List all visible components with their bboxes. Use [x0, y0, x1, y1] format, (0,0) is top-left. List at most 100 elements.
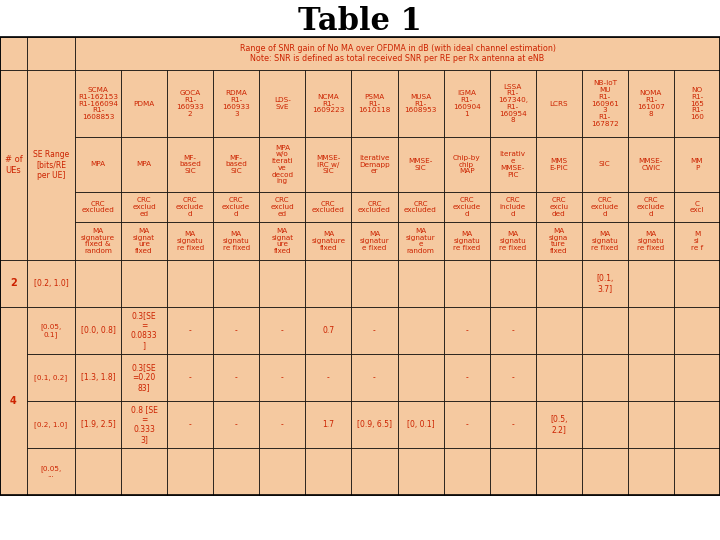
Text: MM
P: MM P — [690, 158, 703, 171]
Bar — [305, 401, 351, 448]
Bar — [490, 137, 536, 192]
Text: [0.2, 1.0]: [0.2, 1.0] — [35, 421, 68, 428]
Bar — [27, 37, 75, 70]
Bar — [259, 70, 305, 137]
Bar — [582, 137, 628, 192]
Text: -: - — [327, 373, 330, 382]
Bar — [213, 354, 259, 401]
Bar — [259, 401, 305, 448]
Text: [0.05,
0.1]: [0.05, 0.1] — [40, 323, 62, 338]
Bar — [75, 260, 121, 307]
Text: CRC
exclude
d: CRC exclude d — [222, 197, 251, 217]
Bar — [444, 137, 490, 192]
Bar — [674, 448, 720, 495]
Text: MA
signatur
e
random: MA signatur e random — [405, 228, 436, 254]
Text: -: - — [465, 326, 468, 335]
Bar — [167, 137, 213, 192]
Bar — [397, 307, 444, 354]
Text: -: - — [235, 373, 238, 382]
Bar — [213, 70, 259, 137]
Bar — [490, 70, 536, 137]
Text: LSSA
R1-
167340,
R1-
160954
8: LSSA R1- 167340, R1- 160954 8 — [498, 84, 528, 123]
Bar — [444, 401, 490, 448]
Text: # of
UEs: # of UEs — [4, 156, 22, 174]
Text: CRC
exclud
ed: CRC exclud ed — [271, 197, 294, 217]
Bar — [490, 401, 536, 448]
Text: SE Range
[bits/RE
per UE]: SE Range [bits/RE per UE] — [33, 151, 69, 179]
Bar — [213, 401, 259, 448]
Text: 2: 2 — [10, 279, 17, 288]
Bar — [27, 354, 75, 401]
Bar — [213, 137, 259, 192]
Bar — [674, 401, 720, 448]
Bar — [582, 354, 628, 401]
Bar — [582, 70, 628, 137]
Bar — [351, 192, 397, 222]
Bar — [75, 354, 121, 401]
Text: CRC
exclude
d: CRC exclude d — [176, 197, 204, 217]
Text: MF-
based
SIC: MF- based SIC — [225, 155, 247, 174]
Bar — [674, 260, 720, 307]
Text: -: - — [189, 420, 192, 429]
Bar — [397, 222, 444, 260]
Bar — [674, 222, 720, 260]
Text: -: - — [189, 326, 192, 335]
Text: IGMA
R1-
160904
1: IGMA R1- 160904 1 — [453, 90, 480, 117]
Text: MMS
E-PIC: MMS E-PIC — [549, 158, 568, 171]
Bar — [75, 222, 121, 260]
Text: CRC
exclude
d: CRC exclude d — [590, 197, 619, 217]
Text: 0.7: 0.7 — [323, 326, 335, 335]
Text: MA
signatu
re fixed: MA signatu re fixed — [453, 231, 480, 251]
Bar — [167, 401, 213, 448]
Text: M
si
re f: M si re f — [691, 231, 703, 251]
Text: -: - — [511, 326, 514, 335]
Bar — [27, 70, 75, 260]
Bar — [444, 260, 490, 307]
Bar — [536, 307, 582, 354]
Bar — [628, 260, 674, 307]
Text: NO
R1-
165
R1-
160: NO R1- 165 R1- 160 — [690, 87, 704, 120]
Bar — [0, 307, 27, 495]
Bar — [121, 354, 167, 401]
Bar — [259, 260, 305, 307]
Text: LDS-
SvE: LDS- SvE — [274, 97, 291, 110]
Bar — [259, 137, 305, 192]
Bar — [490, 354, 536, 401]
Bar — [444, 307, 490, 354]
Bar — [628, 137, 674, 192]
Bar — [582, 401, 628, 448]
Bar — [628, 307, 674, 354]
Bar — [75, 137, 121, 192]
Bar — [628, 192, 674, 222]
Text: Table 1: Table 1 — [298, 6, 422, 37]
Bar — [628, 448, 674, 495]
Bar — [490, 222, 536, 260]
Text: SIC: SIC — [599, 161, 611, 167]
Bar — [27, 307, 75, 354]
Bar — [582, 260, 628, 307]
Text: MUSA
R1-
1608953: MUSA R1- 1608953 — [405, 94, 437, 113]
Bar — [674, 192, 720, 222]
Text: Chip-by
chip
MAP: Chip-by chip MAP — [453, 155, 480, 174]
Bar — [536, 137, 582, 192]
Bar — [305, 222, 351, 260]
Text: 0.3[SE
=0.20
83]: 0.3[SE =0.20 83] — [132, 363, 156, 392]
Bar — [351, 354, 397, 401]
Text: -: - — [281, 420, 284, 429]
Bar — [490, 260, 536, 307]
Text: MA
signat
ure
fixed: MA signat ure fixed — [271, 228, 293, 254]
Bar — [628, 401, 674, 448]
Bar — [397, 354, 444, 401]
Text: MA
signa
ture
fixed: MA signa ture fixed — [549, 228, 568, 254]
Bar — [444, 70, 490, 137]
Bar — [0, 37, 27, 70]
Bar — [213, 222, 259, 260]
Text: -: - — [465, 373, 468, 382]
Text: CRC
excluded: CRC excluded — [358, 201, 391, 213]
Bar — [27, 448, 75, 495]
Bar — [351, 70, 397, 137]
Bar — [121, 307, 167, 354]
Bar — [121, 448, 167, 495]
Bar — [259, 307, 305, 354]
Text: C
excl: C excl — [690, 201, 704, 213]
